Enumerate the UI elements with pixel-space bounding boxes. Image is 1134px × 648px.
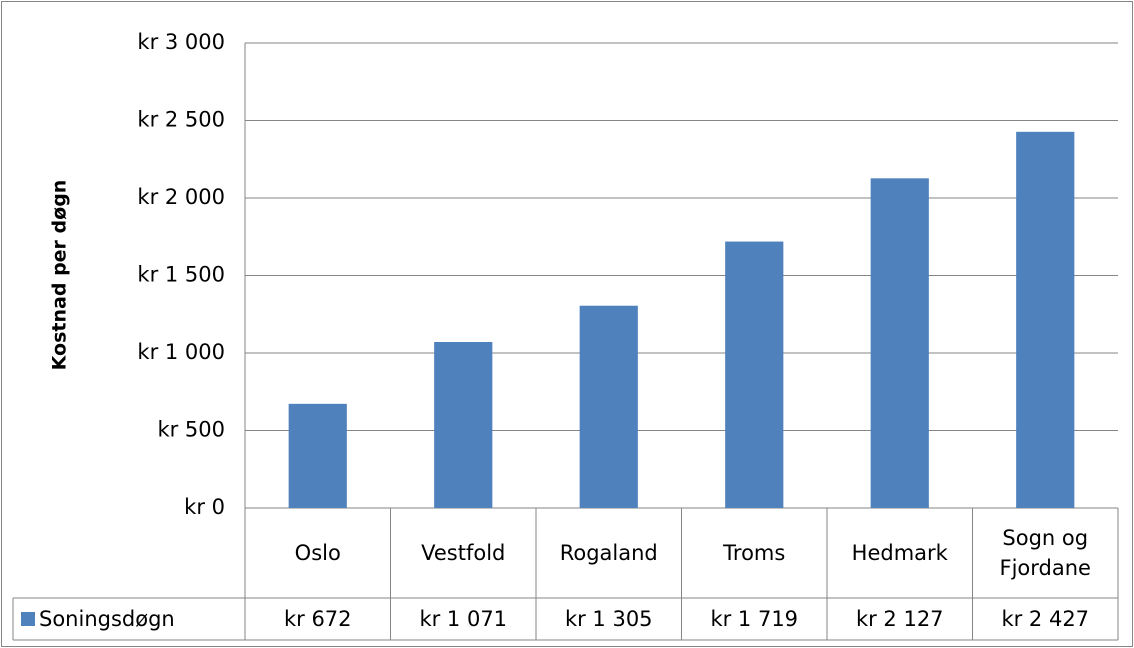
category-label: Oslo [294, 541, 341, 565]
bar [1016, 131, 1075, 508]
bar [870, 178, 929, 508]
category-label: Hedmark [851, 541, 948, 565]
data-table-value: kr 1 719 [710, 607, 799, 631]
category-label: Sogn og Fjordane [999, 526, 1091, 580]
data-table-value: kr 1 305 [564, 607, 653, 631]
data-table-value: kr 1 071 [419, 607, 508, 631]
y-tick-label: kr 2 000 [137, 185, 225, 209]
bar [579, 305, 638, 508]
y-tick-label: kr 1 500 [137, 263, 225, 287]
bar [725, 241, 784, 508]
data-table-value: kr 2 427 [1001, 607, 1090, 631]
category-label: Troms [723, 541, 786, 565]
y-tick-label: kr 3 000 [137, 30, 225, 54]
y-axis-label: Kostnad per døgn [49, 180, 71, 371]
bar [288, 403, 347, 508]
data-table-value: kr 2 127 [855, 607, 944, 631]
y-tick-label: kr 500 [157, 418, 225, 442]
legend-label: Soningsdøgn [39, 607, 175, 631]
category-label: Vestfold [421, 541, 506, 565]
category-label: Rogaland [559, 541, 658, 565]
y-tick-label: kr 0 [184, 495, 225, 519]
data-table-value: kr 672 [283, 607, 352, 631]
y-tick-label: kr 1 000 [137, 340, 225, 364]
bar [434, 341, 493, 508]
y-tick-label: kr 2 500 [137, 108, 225, 132]
legend-swatch [21, 612, 35, 626]
